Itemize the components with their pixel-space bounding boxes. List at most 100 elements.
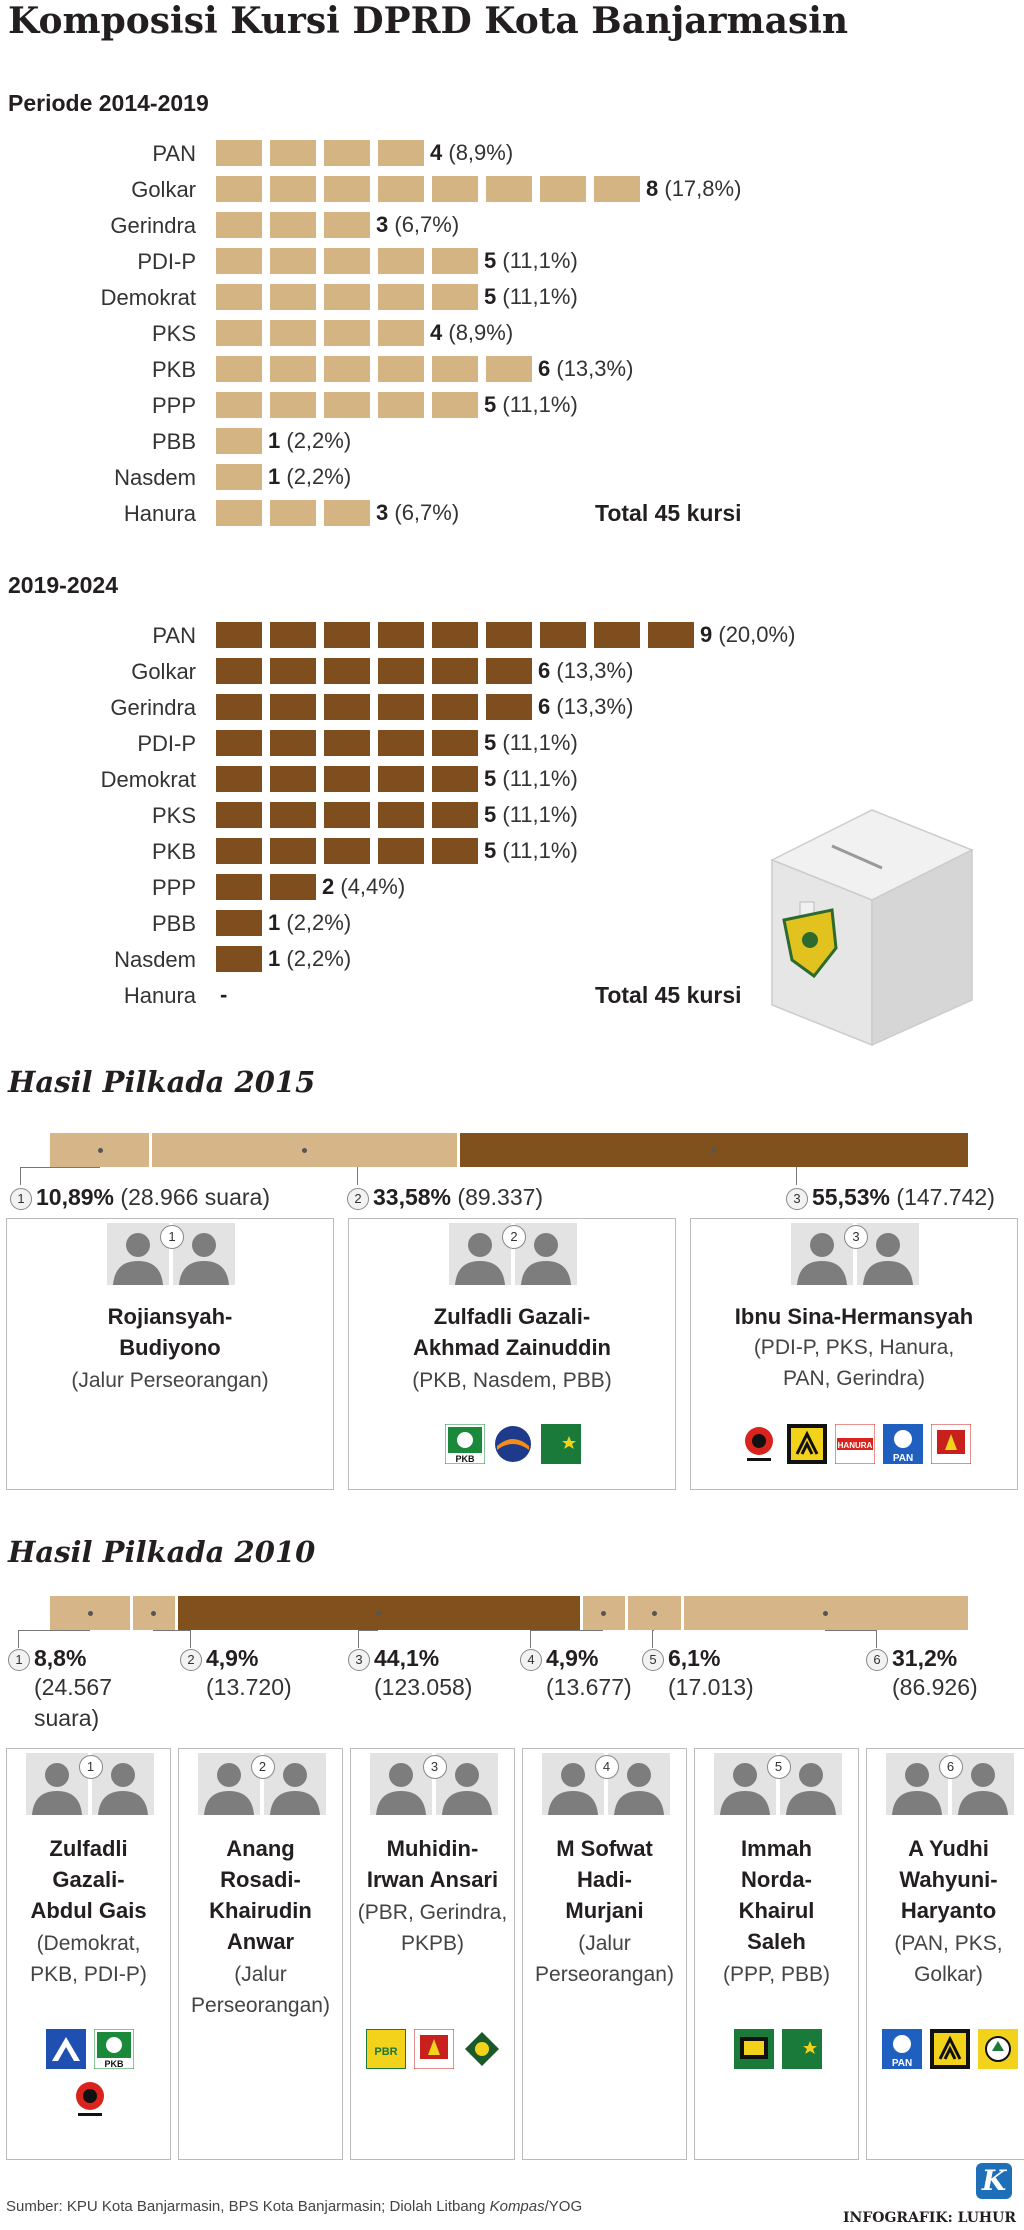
seat-value: 4 (8,9%) bbox=[430, 320, 513, 346]
candidate-coalition: (PKB, Nasdem, PBB) bbox=[412, 1369, 612, 1392]
person-icon bbox=[613, 1763, 664, 1815]
seat-percent: (17,8%) bbox=[664, 176, 742, 201]
seat-count: 4 bbox=[430, 320, 443, 345]
svg-text:HANURA: HANURA bbox=[838, 1441, 873, 1450]
seat-block bbox=[270, 730, 316, 756]
seat-block bbox=[216, 766, 262, 792]
seat-block bbox=[378, 248, 424, 274]
party-label: PKB bbox=[151, 357, 196, 382]
result-percent: 6,1% bbox=[668, 1645, 721, 1671]
seat-block bbox=[270, 212, 316, 238]
seat-block bbox=[378, 392, 424, 418]
person-icon bbox=[863, 1233, 913, 1285]
seat-percent: (6,7%) bbox=[394, 212, 460, 237]
seat-block bbox=[594, 622, 640, 648]
seat-block bbox=[324, 500, 370, 526]
seat-block bbox=[594, 176, 640, 202]
segment-separator bbox=[579, 1596, 583, 1630]
candidate-coalition: (Jalur Perseorangan) bbox=[71, 1369, 269, 1392]
seat-block bbox=[540, 622, 586, 648]
result-votes: (13.677) bbox=[546, 1674, 632, 1700]
result-dot bbox=[822, 1611, 828, 1616]
seat-value: 5 (11,1%) bbox=[484, 838, 578, 864]
seat-percent: (4,4%) bbox=[340, 874, 406, 899]
result-dot bbox=[302, 1148, 308, 1153]
seat-block bbox=[270, 392, 316, 418]
leader-line bbox=[876, 1630, 877, 1648]
result-number: 1 bbox=[8, 1648, 30, 1671]
seat-block bbox=[378, 694, 424, 720]
seat-value: 2 (4,4%) bbox=[322, 874, 405, 900]
candidate-coalition: Perseorangan) bbox=[535, 1963, 674, 1986]
seat-block bbox=[270, 176, 316, 202]
seat-block bbox=[378, 176, 424, 202]
source-note: Sumber: KPU Kota Banjarmasin, BPS Kota B… bbox=[6, 2198, 582, 2215]
candidate-photo bbox=[197, 1753, 260, 1815]
seat-value: 3 (6,7%) bbox=[376, 500, 459, 526]
seat-block bbox=[216, 428, 262, 454]
leader-line bbox=[18, 1630, 91, 1631]
person-icon bbox=[957, 1763, 1008, 1815]
result-percent: 33,58% bbox=[373, 1184, 452, 1210]
seat-block bbox=[378, 658, 424, 684]
result-votes: suara) bbox=[34, 1705, 100, 1731]
seat-count: 5 bbox=[484, 392, 497, 417]
person-icon bbox=[113, 1233, 163, 1285]
seat-block bbox=[378, 730, 424, 756]
seat-value: 5 (11,1%) bbox=[484, 766, 578, 792]
seat-count: 8 bbox=[646, 176, 659, 201]
seat-value: 3 (6,7%) bbox=[376, 212, 459, 238]
seat-block bbox=[270, 320, 316, 346]
candidate-photo bbox=[951, 1753, 1014, 1815]
candidate-photos: 5 bbox=[713, 1753, 842, 1815]
seat-block bbox=[216, 802, 262, 828]
seat-block bbox=[432, 802, 478, 828]
seat-count: 5 bbox=[484, 248, 497, 273]
candidate-name: Anwar bbox=[226, 1929, 295, 1954]
candidate-photos: 2 bbox=[197, 1753, 326, 1815]
seat-block bbox=[378, 320, 424, 346]
segment-separator bbox=[129, 1596, 133, 1630]
person-icon bbox=[203, 1763, 254, 1815]
seat-percent: (6,7%) bbox=[394, 500, 460, 525]
result-label: 5 6,1% bbox=[642, 1643, 720, 1674]
seat-block bbox=[216, 284, 262, 310]
pilkada-2010-title: Hasil Pilkada 2010 bbox=[8, 1535, 316, 1569]
leader-line bbox=[357, 1167, 358, 1168]
demokrat-logo-icon bbox=[45, 2029, 86, 2069]
candidate-name: Irwan Ansari bbox=[366, 1867, 499, 1892]
seat-percent: (11,1%) bbox=[502, 838, 578, 863]
person-icon bbox=[441, 1763, 492, 1815]
party-label: PDI-P bbox=[137, 249, 196, 274]
candidate-name: Khairudin bbox=[209, 1898, 312, 1923]
candidate-card: 1 Rojiansyah- Budiyono (Jalur Perseorangan) bbox=[6, 1218, 334, 1490]
candidate-name: Akhmad Zainuddin bbox=[413, 1335, 611, 1360]
seat-percent: (8,9%) bbox=[448, 140, 514, 165]
seat-count: - bbox=[220, 982, 228, 1007]
seat-count: 1 bbox=[268, 428, 281, 453]
pkpb-logo-icon bbox=[461, 2029, 502, 2069]
candidate-name: Rosadi- bbox=[220, 1867, 301, 1892]
person-icon bbox=[521, 1233, 571, 1285]
seat-count: 6 bbox=[538, 658, 551, 683]
leader-line bbox=[358, 1630, 379, 1631]
candidate-name: Abdul Gais bbox=[30, 1898, 147, 1923]
seat-percent: (20,0%) bbox=[718, 622, 796, 647]
seat-block bbox=[216, 694, 262, 720]
candidate-coalition: Golkar) bbox=[914, 1963, 983, 1986]
ppp-logo-icon bbox=[733, 2029, 774, 2069]
seat-count: 1 bbox=[268, 910, 281, 935]
candidate-photo bbox=[885, 1753, 948, 1815]
seat-block bbox=[270, 284, 316, 310]
ballot-box-illustration bbox=[770, 809, 974, 1047]
pks-logo-icon bbox=[787, 1424, 827, 1464]
result-label: 3 55,53% (147.742) bbox=[786, 1184, 995, 1211]
candidate-coalition: (Demokrat, bbox=[36, 1932, 141, 1955]
seat-block bbox=[432, 284, 478, 310]
candidate-name: Hadi- bbox=[577, 1867, 632, 1892]
result-number: 5 bbox=[642, 1648, 664, 1671]
seat-block bbox=[270, 694, 316, 720]
pkb-logo-icon: PKB bbox=[93, 2028, 134, 2070]
candidate-number: 2 bbox=[502, 1225, 526, 1249]
seat-value: 5 (11,1%) bbox=[484, 248, 578, 274]
